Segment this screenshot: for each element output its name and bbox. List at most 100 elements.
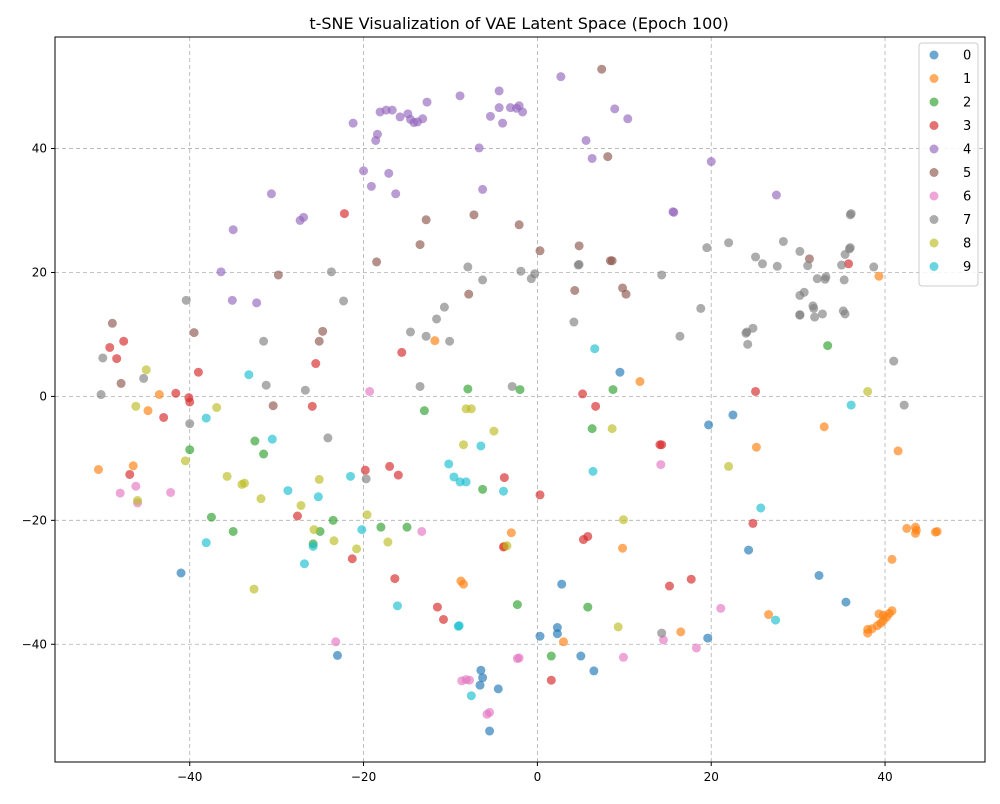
scatter-point-class-0	[552, 629, 562, 639]
scatter-point-class-2	[328, 515, 338, 525]
scatter-point-class-8	[131, 401, 141, 411]
scatter-point-class-4	[252, 298, 262, 308]
legend-label-4: 4	[963, 143, 971, 158]
scatter-point-class-9	[454, 621, 464, 631]
scatter-point-class-7	[748, 323, 758, 333]
scatter-point-class-4	[556, 72, 566, 82]
scatter-point-class-7	[795, 310, 805, 320]
scatter-point-class-7	[869, 262, 879, 272]
scatter-point-class-3	[292, 511, 302, 521]
scatter-point-class-6	[658, 635, 668, 645]
grid-layer	[55, 37, 985, 762]
scatter-point-class-7	[445, 336, 455, 346]
scatter-point-class-4	[587, 153, 597, 163]
scatter-point-class-1	[887, 606, 897, 616]
scatter-point-class-9	[449, 472, 459, 482]
scatter-point-class-3	[193, 367, 203, 377]
legend-marker-9	[929, 262, 939, 271]
scatter-point-class-7	[185, 419, 195, 429]
scatter-point-class-0	[485, 726, 495, 736]
scatter-point-class-8	[249, 584, 259, 594]
chart-title: t-SNE Visualization of VAE Latent Space …	[309, 14, 728, 33]
legend-label-7: 7	[963, 213, 971, 228]
scatter-point-class-8	[352, 544, 362, 554]
scatter-point-class-7	[778, 236, 788, 246]
scatter-point-class-8	[362, 510, 372, 520]
scatter-point-class-3	[311, 359, 321, 369]
legend-label-3: 3	[963, 119, 971, 134]
scatter-point-class-6	[365, 386, 375, 396]
scatter-point-class-5	[415, 240, 425, 250]
scatter-point-class-1	[764, 610, 774, 620]
scatter-point-class-0	[576, 651, 586, 661]
scatter-point-class-0	[703, 633, 713, 643]
scatter-point-class-4	[216, 267, 226, 277]
scatter-point-class-3	[159, 412, 169, 422]
scatter-point-class-8	[466, 404, 476, 414]
scatter-point-class-9	[590, 344, 600, 354]
scatter-point-class-4	[610, 104, 620, 114]
scatter-point-class-3	[171, 388, 181, 398]
scatter-point-class-2	[419, 406, 429, 416]
legend-marker-4	[929, 144, 939, 154]
scatter-point-class-2	[583, 602, 593, 612]
scatter-point-class-1	[430, 336, 440, 346]
scatter-point-class-9	[771, 615, 781, 625]
scatter-point-class-7	[772, 261, 782, 271]
scatter-point-class-3	[583, 531, 593, 541]
scatter-point-class-7	[339, 296, 349, 306]
legend-label-2: 2	[963, 96, 971, 111]
legend-label-5: 5	[963, 166, 971, 181]
scatter-point-class-9	[756, 503, 766, 513]
scatter-point-class-9	[392, 601, 402, 611]
y-tick-label: 20	[32, 265, 47, 279]
scatter-point-class-7	[569, 317, 579, 327]
scatter-point-class-7	[795, 246, 805, 256]
scatter-point-class-7	[810, 312, 820, 322]
scatter-point-class-7	[751, 252, 761, 262]
scatter-point-class-7	[421, 331, 431, 341]
scatter-point-class-4	[391, 189, 401, 199]
scatter-point-class-7	[845, 243, 855, 253]
scatter-point-class-0	[589, 666, 599, 676]
scatter-point-class-9	[357, 525, 367, 535]
scatter-point-class-3	[664, 581, 674, 591]
scatter-point-class-1	[93, 465, 103, 475]
legend-marker-0	[929, 50, 939, 60]
scatter-point-class-4	[485, 111, 495, 121]
scatter-point-class-3	[432, 602, 442, 612]
scatter-point-class-7	[696, 303, 706, 313]
scatter-point-class-9	[466, 691, 476, 701]
scatter-point-class-5	[535, 246, 545, 256]
scatter-point-class-4	[623, 114, 633, 124]
scatter-point-class-1	[751, 442, 761, 452]
scatter-point-class-1	[459, 579, 469, 589]
scatter-point-class-7	[817, 309, 827, 319]
points-layer	[93, 64, 942, 736]
scatter-point-class-9	[498, 486, 508, 496]
scatter-point-class-9	[308, 541, 318, 551]
legend-marker-8	[929, 238, 939, 248]
scatter-point-class-1	[932, 526, 942, 536]
scatter-point-class-7	[675, 331, 685, 341]
scatter-point-class-9	[201, 413, 211, 423]
scatter-point-class-7	[261, 380, 271, 390]
legend-label-6: 6	[963, 190, 971, 205]
scatter-point-class-9	[299, 559, 309, 569]
scatter-point-class-7	[478, 275, 488, 285]
scatter-point-class-8	[618, 515, 628, 525]
scatter-point-class-5	[607, 256, 617, 266]
scatter-point-class-7	[743, 339, 753, 349]
scatter-point-class-4	[387, 105, 397, 115]
scatter-point-class-4	[418, 114, 428, 124]
scatter-point-class-2	[463, 384, 473, 394]
scatter-point-class-7	[516, 266, 526, 276]
ticks-layer: −40 −20 0 20 40 −40 −20 0 20 40	[22, 142, 893, 784]
scatter-point-class-8	[489, 426, 499, 436]
scatter-point-class-5	[189, 328, 199, 338]
scatter-point-class-7	[415, 381, 425, 391]
scatter-point-class-1	[887, 554, 897, 564]
scatter-point-class-5	[570, 285, 580, 295]
legend-marker-2	[929, 97, 939, 107]
plot-frame	[54, 36, 986, 763]
